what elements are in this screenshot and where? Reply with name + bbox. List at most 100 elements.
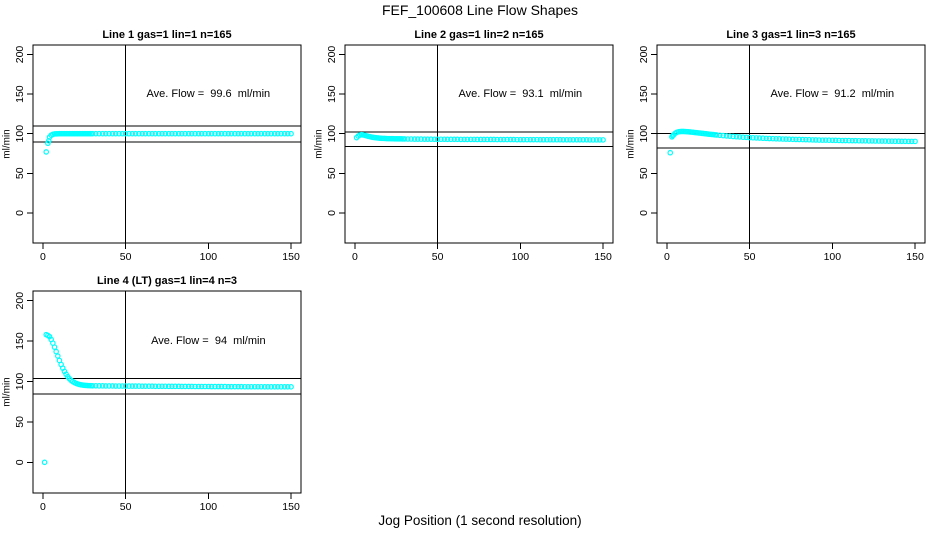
data-point [152, 130, 159, 137]
y-tick-label: 100 [638, 125, 650, 143]
data-point [248, 383, 255, 390]
data-point [96, 130, 102, 137]
data-point [458, 136, 464, 143]
y-tick-label: 200 [14, 46, 26, 64]
x-tick-label: 100 [200, 251, 218, 263]
data-point [905, 138, 912, 145]
data-point [448, 136, 454, 143]
data-point [241, 383, 248, 390]
data-point [225, 130, 232, 137]
y-tick-label: 50 [14, 167, 26, 179]
data-point [208, 130, 215, 137]
data-point [189, 383, 195, 390]
data-point [401, 136, 408, 142]
data-point [441, 136, 448, 143]
data-point [271, 130, 278, 137]
data-point [836, 137, 842, 144]
data-point [428, 136, 434, 142]
data-point [789, 136, 796, 143]
data-point [271, 384, 278, 390]
data-point [567, 137, 573, 143]
data-point [235, 383, 241, 390]
data-point [796, 136, 803, 143]
data-point [405, 136, 411, 142]
panel-title: Line 1 gas=1 lin=1 n=165 [102, 29, 231, 41]
data-point [895, 138, 902, 145]
plot-box [32, 290, 302, 494]
data-point [786, 136, 793, 142]
data-point [106, 130, 112, 137]
data-point [245, 130, 251, 137]
y-tick-label: 0 [326, 210, 338, 216]
data-point [875, 138, 882, 144]
y-tick-label: 50 [326, 167, 338, 179]
data-point [424, 136, 431, 142]
data-point [892, 138, 899, 145]
y-tick-label: 50 [14, 416, 26, 428]
data-point [53, 348, 59, 355]
data-point [136, 383, 142, 389]
y-tick-label: 200 [638, 46, 650, 64]
data-point [517, 136, 524, 143]
x-tick-label: 0 [352, 251, 358, 263]
data-point [238, 130, 245, 137]
x-tick-label: 0 [40, 501, 46, 513]
data-point [540, 136, 547, 143]
y-axis-label: ml/min [314, 129, 325, 158]
data-point [809, 137, 816, 143]
data-point [408, 136, 414, 142]
data-point [477, 136, 484, 143]
data-point [444, 136, 451, 143]
data-point [288, 384, 294, 390]
data-point [235, 130, 241, 137]
data-point [414, 136, 421, 142]
data-point [195, 383, 202, 390]
data-point [155, 383, 162, 390]
data-point [889, 138, 895, 144]
y-tick-label: 200 [14, 292, 26, 310]
data-point [504, 136, 510, 143]
data-point [149, 383, 155, 389]
panel-2: Line 2 gas=1 lin=2 n=165 0 50 100 150 0 50 100 1… [314, 29, 614, 263]
data-point [763, 135, 769, 142]
data-point [122, 130, 129, 137]
data-point [43, 149, 50, 155]
data-point [228, 383, 235, 390]
data-point [726, 133, 733, 139]
data-point [740, 134, 746, 140]
data-point [596, 137, 603, 143]
data-point [129, 130, 136, 137]
data-point [89, 382, 96, 389]
data-point [467, 136, 474, 143]
data-point [736, 134, 743, 140]
data-point [281, 384, 288, 390]
data-point [590, 137, 596, 143]
data-point [779, 136, 786, 142]
data-point [773, 135, 779, 142]
data-point [179, 383, 185, 390]
data-point [275, 384, 281, 390]
data-point [192, 130, 198, 137]
y-tick-label: 50 [638, 167, 650, 179]
data-point [560, 137, 567, 143]
data-point [222, 130, 228, 137]
data-point [189, 130, 195, 137]
data-point [434, 136, 441, 143]
data-point [132, 383, 139, 389]
data-point [212, 130, 218, 137]
data-point [451, 136, 457, 143]
data-point [859, 138, 865, 144]
panel-title: Line 4 (LT) gas=1 lin=4 n=3 [97, 275, 237, 287]
data-point [869, 138, 875, 144]
data-point [122, 383, 129, 389]
data-point [248, 130, 255, 137]
data-point [99, 130, 106, 137]
data-point [89, 130, 96, 137]
data-point [454, 136, 461, 143]
data-point [856, 137, 862, 144]
data-point [776, 136, 783, 142]
x-tick-label: 50 [120, 501, 132, 513]
data-point [202, 130, 208, 137]
data-point [507, 136, 514, 143]
